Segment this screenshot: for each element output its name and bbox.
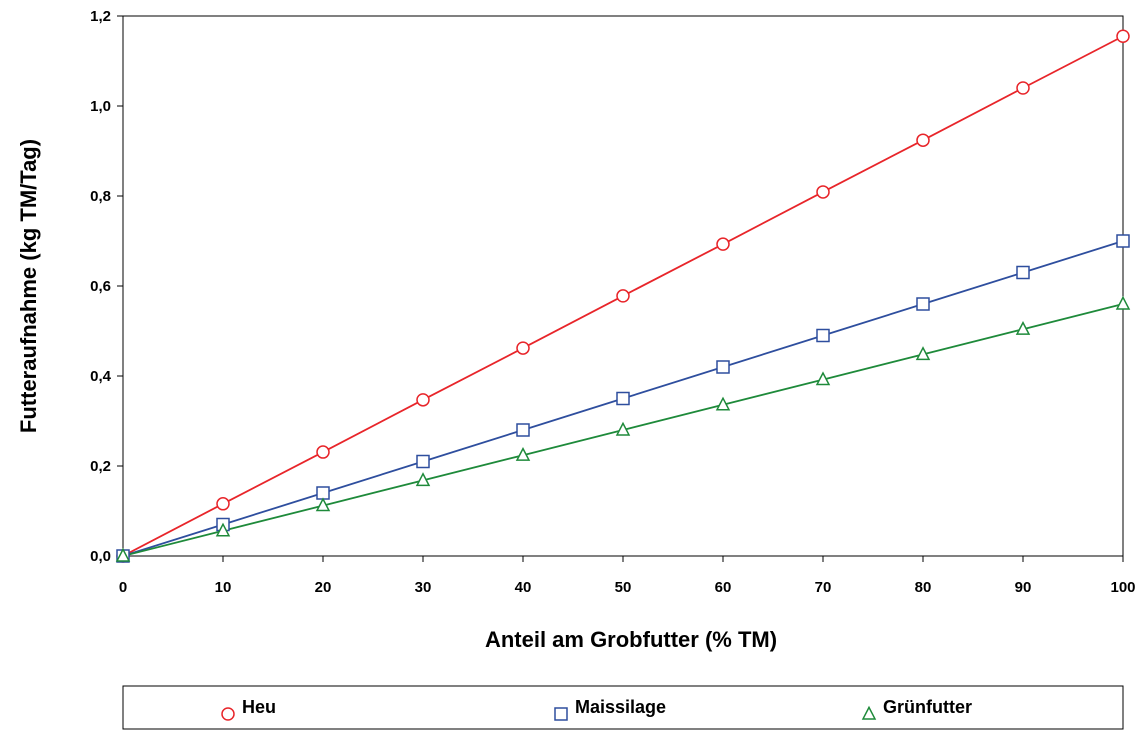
legend: Heu Maissilage Grünfutter — [122, 685, 1124, 730]
series-0-point — [1116, 29, 1130, 43]
series-0-point — [216, 497, 230, 511]
series-2-point — [615, 421, 631, 436]
series-0-point — [516, 341, 530, 355]
series-0-point — [716, 237, 730, 251]
x-tick-label: 30 — [415, 579, 432, 596]
series-2-point — [215, 522, 231, 537]
x-tick-label: 100 — [1110, 579, 1135, 596]
legend-label: Maissilage — [575, 697, 666, 717]
series-0-point — [816, 185, 830, 199]
series-1-point — [716, 360, 730, 374]
series-2-point — [515, 446, 531, 461]
series-1-point — [916, 297, 930, 311]
series-1-point — [1016, 265, 1030, 280]
plot-frame — [122, 15, 1124, 557]
series-0-point — [616, 289, 630, 303]
y-tick-label: 1,0 — [90, 98, 111, 115]
y-tick-label: 0,4 — [90, 368, 112, 385]
legend-marker-0 — [221, 707, 235, 721]
x-tick-label: 60 — [715, 579, 732, 596]
series-2-point — [815, 371, 831, 386]
series-2-point — [915, 346, 931, 361]
x-tick-label: 90 — [1015, 579, 1032, 596]
x-tick-label: 20 — [315, 579, 332, 596]
legend-label: Grünfutter — [883, 697, 972, 717]
x-tick-label: 80 — [915, 579, 932, 596]
series-2-point — [1115, 295, 1131, 310]
x-tick-label: 0 — [119, 579, 127, 596]
y-tick-label: 0,0 — [90, 548, 111, 565]
series-1-point — [516, 423, 530, 437]
y-tick-label: 0,8 — [90, 188, 111, 205]
series-0-point — [416, 393, 430, 407]
series-1-point — [416, 454, 430, 469]
y-axis-title: Futteraufnahme (kg TM/Tag) — [16, 139, 41, 433]
series-0-point — [316, 445, 330, 459]
x-tick-label: 40 — [515, 579, 532, 596]
legend-marker-2 — [861, 705, 877, 720]
series-1-point — [616, 391, 630, 406]
series-1-point — [1116, 234, 1130, 248]
series-2-point — [415, 472, 431, 487]
series-0-point — [1016, 81, 1030, 95]
series-2-point — [115, 547, 131, 562]
series-2-point — [1015, 320, 1031, 335]
x-axis-title: Anteil am Grobfutter (% TM) — [485, 627, 777, 652]
series-1-point — [816, 328, 830, 343]
y-tick-label: 0,6 — [90, 278, 111, 295]
series-1-point — [316, 486, 330, 500]
legend-marker-1 — [554, 707, 568, 721]
legend-label: Heu — [242, 697, 276, 717]
x-tick-label: 50 — [615, 579, 632, 596]
y-tick-label: 0,2 — [90, 458, 111, 475]
series-0-point — [916, 133, 930, 147]
plot-area: 0,0 0,2 0,4 0,6 0,8 1,0 1,2 0 10 20 30 40 50 60 70 80 90… — [16, 8, 1136, 652]
x-tick-label: 70 — [815, 579, 832, 596]
series-2-point — [715, 396, 731, 411]
series-2-point — [315, 497, 331, 512]
x-tick-label: 10 — [215, 579, 232, 596]
legend-box — [122, 685, 1124, 730]
y-tick-label: 1,2 — [90, 8, 111, 25]
